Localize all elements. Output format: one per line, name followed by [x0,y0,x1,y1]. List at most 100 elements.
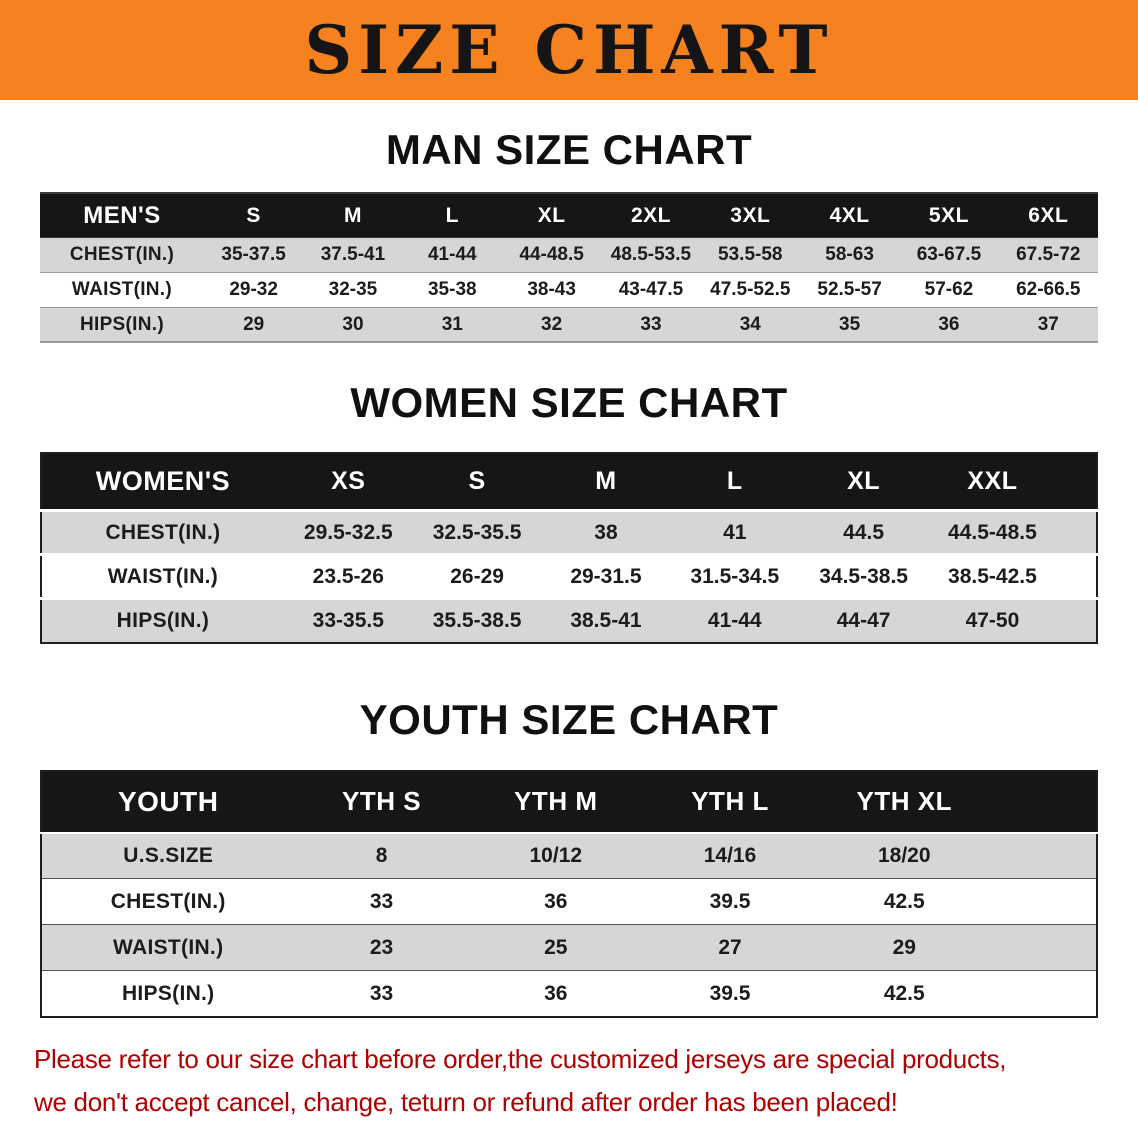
size-value-cell: 39.5 [709,889,751,913]
size-value-cell: 30 [342,313,364,335]
row-label: WAIST(IN.) [113,935,224,959]
size-value-cell: 36 [938,313,960,335]
size-value-cell: 33 [640,313,662,335]
column-header: XS [283,452,413,511]
column-header: L [402,193,502,238]
column-header: XXL [928,452,1057,511]
row-label: CHEST(IN.) [110,889,226,913]
row-label: CHEST(IN.) [69,243,175,265]
table-row: HIPS(IN.) 29 30 31 32 33 34 35 36 37 [40,307,1098,343]
table-row: WAIST(IN.) 29-32 32-35 35-38 38-43 43-47.5 47.… [40,272,1098,308]
men-size-table: MEN'S S M L XL 2XL 3XL 4XL 5XL 6XL CHEST(IN.) 35-37… [40,192,1098,344]
table-row: WAIST(IN.) 23.5-26 26-29 29-31.5 31.5-34.5 34… [41,554,1097,599]
size-value-cell: 29 [243,313,265,335]
row-label: HIPS(IN.) [79,313,164,335]
column-header: M [303,193,403,238]
size-value-cell: 29.5-32.5 [303,520,393,544]
row-label: CHEST(IN.) [105,520,221,544]
size-value-cell: 43-47.5 [618,278,684,300]
column-header: YTH M [468,770,643,833]
table-header-row: YOUTH YTH S YTH M YTH L YTH XL [41,770,1097,833]
size-value-cell: 38-43 [527,278,576,300]
size-value-cell: 52.5-57 [817,278,882,300]
size-value-cell: 8 [375,844,388,868]
table-title-men: MEN'S [40,193,204,238]
table-row: HIPS(IN.) 33-35.5 35.5-38.5 38.5-41 41-44 44-… [41,598,1097,643]
column-header: 4XL [799,193,900,238]
filler-cell [1057,599,1097,643]
row-label: WAIST(IN.) [107,564,219,588]
footer-note-line-2: we don't accept cancel, change, teturn o… [34,1086,898,1117]
section-heading-women: WOMEN SIZE CHART [350,379,788,427]
size-value-cell: 47.5-52.5 [710,278,791,300]
size-value-cell: 31 [441,313,463,335]
size-value-cell: 48.5-53.5 [610,243,692,265]
column-header: S [412,452,542,511]
size-value-cell: 34 [739,313,761,335]
column-header: M [541,452,671,511]
table-row: WAIST(IN.) 23 25 27 29 [41,924,1097,971]
column-header: YTH L [642,770,818,833]
size-value-cell: 23 [369,935,394,959]
section-men: MAN SIZE CHART MEN'S S M L XL 2XL 3XL 4XL 5XL 6XL C… [0,126,1138,344]
size-value-cell: 31.5-34.5 [690,564,780,588]
size-value-cell: 35-38 [427,278,477,300]
banner: SIZE CHART [0,0,1138,100]
size-value-cell: 33 [369,981,394,1005]
table-title-youth: YOUTH [41,770,295,833]
row-label: WAIST(IN.) [71,278,173,300]
size-value-cell: 58-63 [825,243,874,265]
column-header: 2XL [601,193,701,238]
size-value-cell: 38 [594,520,618,544]
size-value-cell: 67.5-72 [1016,243,1081,265]
size-value-cell: 42.5 [883,981,925,1005]
table-row: U.S.SIZE 8 10/12 14/16 18/20 [41,832,1097,879]
filler-cell [991,925,1097,971]
column-header: 6XL [998,193,1098,238]
size-value-cell: 44-47 [836,608,891,632]
filler-cell [1056,452,1097,511]
size-value-cell: 33-35.5 [312,608,384,632]
size-value-cell: 36 [544,981,568,1005]
youth-size-table: YOUTH YTH S YTH M YTH L YTH XL U.S.SIZE 8 10/12… [40,769,1098,1018]
size-value-cell: 14/16 [703,844,757,868]
size-value-cell: 63-67.5 [916,243,982,265]
filler-cell [991,971,1097,1017]
size-value-cell: 34.5-38.5 [819,564,908,588]
table-row: CHEST(IN.) 35-37.5 37.5-41 41-44 44-48.5 48.5… [40,237,1098,273]
women-size-table: WOMEN'S XS S M L XL XXL CHEST(IN.) 29.5-32.5 32.5… [40,451,1098,644]
size-value-cell: 35-37.5 [221,243,286,265]
size-value-cell: 35 [839,313,861,335]
size-value-cell: 62-66.5 [1016,278,1081,300]
section-women: WOMEN SIZE CHART WOMEN'S XS S M L XL XXL CHEST(I… [0,379,1138,644]
footer-note: Please refer to our size chart before or… [0,1038,1138,1124]
size-value-cell: 35.5-38.5 [432,608,522,632]
footer-note-line-1: Please refer to our size chart before or… [34,1043,1007,1074]
size-value-cell: 32 [541,313,563,335]
size-value-cell: 44.5 [843,520,885,544]
filler-cell [991,833,1097,879]
size-value-cell: 26-29 [450,564,504,588]
size-value-cell: 23.5-26 [312,564,384,588]
table-row: CHEST(IN.) 29.5-32.5 32.5-35.5 38 41 44.5 44.5… [41,510,1097,555]
size-value-cell: 29-32 [229,278,278,300]
size-value-cell: 33 [369,889,394,913]
row-label: HIPS(IN.) [121,981,215,1005]
size-value-cell: 38.5-41 [570,608,642,632]
size-value-cell: 41-44 [707,608,762,632]
size-value-cell: 38.5-42.5 [948,564,1037,588]
size-value-cell: 39.5 [709,981,751,1005]
column-header: L [670,452,800,511]
size-value-cell: 18/20 [877,844,931,868]
column-header: XL [799,452,929,511]
filler-cell [991,879,1097,925]
content: MAN SIZE CHART MEN'S S M L XL 2XL 3XL 4XL 5XL 6XL C… [0,126,1138,1018]
size-value-cell: 29 [892,935,916,959]
section-youth: YOUTH SIZE CHART YOUTH YTH S YTH M YTH L YTH … [0,696,1138,1018]
size-value-cell: 32-35 [328,278,378,300]
size-value-cell: 44.5-48.5 [948,520,1037,544]
size-value-cell: 25 [544,935,568,959]
size-value-cell: 32.5-35.5 [432,520,522,544]
section-heading-youth: YOUTH SIZE CHART [359,695,779,743]
